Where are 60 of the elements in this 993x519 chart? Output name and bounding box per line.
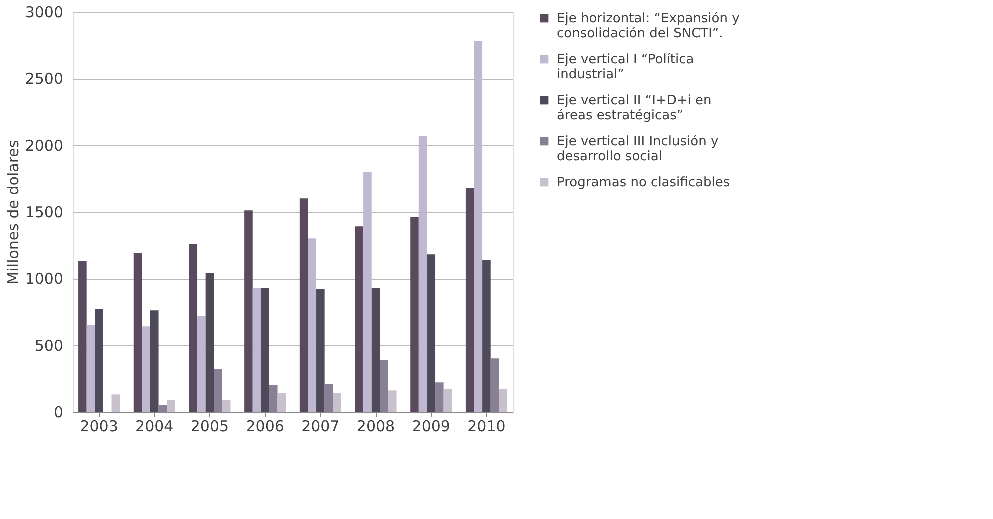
- bar: [482, 260, 491, 412]
- bar: [150, 310, 159, 412]
- bar: [244, 210, 253, 412]
- bar: [372, 288, 380, 412]
- bar: [269, 385, 278, 412]
- bar: [388, 390, 397, 412]
- y-axis-title: Millones de dolares: [4, 140, 22, 285]
- legend-label: Programas no clasificables: [557, 176, 730, 190]
- bar: [278, 393, 286, 412]
- bar: [333, 393, 342, 412]
- y-tick-label: 3000: [25, 4, 64, 22]
- bar: [364, 172, 372, 412]
- x-tick-label: 2004: [136, 418, 174, 436]
- bar: [499, 389, 508, 412]
- x-tick-label: 2009: [412, 418, 450, 436]
- bar: [410, 217, 419, 412]
- bar: [167, 400, 176, 412]
- bar: [206, 273, 214, 412]
- bar: [86, 325, 96, 412]
- bar: [142, 326, 150, 412]
- x-tick-label: 2007: [302, 418, 340, 436]
- bar: [380, 360, 388, 412]
- x-tick-label: 2008: [356, 418, 396, 436]
- bar: [474, 41, 483, 412]
- bar: [466, 188, 474, 412]
- bar: [427, 254, 436, 412]
- bar: [436, 382, 444, 412]
- legend-label: Eje vertical II “I+D+i en áreas estratégicas”: [557, 94, 712, 124]
- bar: [444, 389, 452, 412]
- bar: [112, 394, 120, 412]
- bar: [189, 244, 198, 412]
- bar: [252, 288, 262, 412]
- bar: [490, 358, 500, 412]
- bar: [198, 316, 206, 412]
- y-tick-label: 0: [54, 404, 64, 422]
- bar: [95, 309, 104, 412]
- x-tick-label: 2006: [246, 418, 284, 436]
- legend-label: Eje vertical III Inclusión y desarrollo social: [557, 134, 719, 164]
- bar: [300, 198, 308, 412]
- bar: [158, 405, 168, 412]
- x-tick-label: 2010: [468, 418, 506, 436]
- bar: [324, 384, 334, 412]
- bar: [78, 261, 87, 412]
- y-tick-label: 1000: [25, 270, 64, 288]
- y-tick-label: 2500: [25, 70, 64, 88]
- bar: [418, 136, 428, 412]
- bar: [214, 369, 222, 412]
- bar: [222, 400, 231, 412]
- bar: [316, 289, 325, 412]
- y-tick-label: 2000: [25, 136, 64, 155]
- bar: [355, 226, 364, 412]
- bar: [134, 253, 142, 412]
- bar: [261, 288, 270, 412]
- y-tick-label: 500: [34, 336, 64, 355]
- legend-label: Eje vertical I “Política industrial”: [557, 52, 694, 82]
- bar: [308, 238, 317, 412]
- x-tick-label: 2005: [190, 418, 230, 436]
- x-tick-label: 2003: [80, 418, 118, 436]
- y-tick-label: 1500: [25, 204, 64, 222]
- legend-label: Eje horizontal: “Expansión y consolidación del SNCTI”.: [557, 12, 740, 42]
